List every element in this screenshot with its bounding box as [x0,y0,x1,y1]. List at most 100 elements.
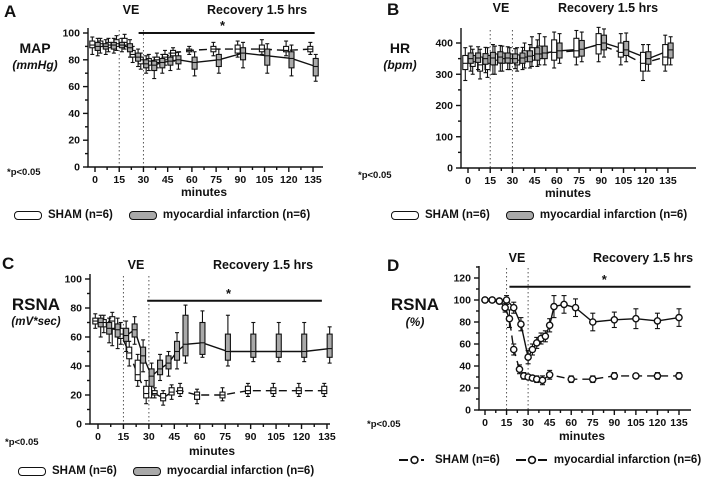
svg-text:0: 0 [465,405,471,417]
svg-text:100: 100 [62,28,80,40]
svg-text:120: 120 [293,431,311,443]
svg-text:135: 135 [318,431,336,443]
svg-text:45: 45 [529,175,541,187]
legend: SHAM (n=6) myocardial infarction (n=6) [399,454,701,466]
svg-text:90: 90 [245,431,257,443]
panel-letter-d: D [387,256,400,275]
significance-note: *p<0.05 [358,170,392,181]
recovery-annotation: Recovery 1.5 hrs [212,258,314,272]
svg-text:75: 75 [219,431,231,443]
svg-text:60: 60 [459,339,471,351]
svg-text:105: 105 [615,175,633,187]
y-axis-label-hr: HR (bpm) [383,40,417,72]
svg-text:*: * [226,286,232,301]
svg-text:60: 60 [565,417,577,429]
x-axis-label: minutes [558,429,606,443]
x-axis-label: minutes [544,186,592,200]
svg-text:30: 30 [143,431,155,443]
svg-text:45: 45 [168,431,180,443]
svg-text:*: * [220,18,226,33]
panel-c: * 0 20 40 60 80 100 0 15 30 45 60 75 90 105 120 135 C RS… [0,244,351,489]
ve-annotation: VE [127,258,145,272]
sham-box-swatch [391,210,419,220]
significance-note: *p<0.05 [5,437,39,448]
y-axis-label-rsna: RSNA (mV*sec) [11,295,61,329]
mi-box-swatch [128,210,157,220]
svg-text:0: 0 [95,431,101,443]
legend: SHAM (n=6) myocardial infarction (n=6) [14,209,310,221]
significance-note: *p<0.05 [367,419,401,430]
legend-label-mi: myocardial infarction (n=6) [166,465,315,477]
svg-text:80: 80 [459,317,471,329]
svg-text:90: 90 [595,175,607,187]
svg-text:90: 90 [235,174,247,186]
legend: SHAM (n=6) myocardial infarction (n=6) [391,209,687,221]
svg-text:40: 40 [68,108,80,120]
svg-text:135: 135 [670,417,688,429]
svg-text:60: 60 [70,332,82,344]
svg-text:75: 75 [587,417,599,429]
svg-text:100: 100 [435,131,453,143]
panel-letter-b: B [387,0,400,19]
recovery-annotation: Recovery 1.5 hrs [206,3,308,17]
svg-text:40: 40 [70,361,82,373]
svg-text:135: 135 [304,174,322,186]
svg-text:60: 60 [68,81,80,93]
svg-text:75: 75 [573,175,585,187]
svg-text:120: 120 [649,417,667,429]
x-axis-label: minutes [188,444,236,458]
significance-note: *p<0.05 [7,167,41,178]
svg-text:40: 40 [459,361,471,373]
svg-text:80: 80 [70,303,82,315]
ve-annotation: VE [492,1,510,15]
svg-text:15: 15 [118,431,130,443]
svg-text:15: 15 [501,417,513,429]
svg-text:45: 45 [162,174,174,186]
svg-text:30: 30 [522,417,534,429]
mi-box-swatch [132,466,161,476]
recovery-annotation: Recovery 1.5 hrs [557,1,659,15]
ve-annotation: VE [508,251,526,265]
legend-label-mi: myocardial infarction (n=6) [539,209,688,221]
mi-line-marker [515,455,547,465]
rsna-boxplot-chart: * 0 20 40 60 80 100 0 15 30 45 60 75 90 105 120 135 [64,274,336,444]
svg-text:15: 15 [484,175,496,187]
legend-label-mi: myocardial infarction (n=6) [553,454,702,466]
svg-text:120: 120 [453,273,471,285]
svg-text:15: 15 [113,174,125,186]
svg-text:75: 75 [210,174,222,186]
mi-box-swatch [505,210,534,220]
legend-label-sham: SHAM (n=6) [435,454,500,466]
panel-d: * 0 20 40 60 80 100 120 0 15 30 45 60 75 90 105 120 135 D… [351,244,702,489]
sham-box-swatch [14,210,42,220]
ve-annotation: VE [122,3,140,17]
sham-line-marker [399,455,424,465]
svg-text:30: 30 [138,174,150,186]
svg-text:105: 105 [627,417,645,429]
svg-text:0: 0 [74,162,80,174]
panel-b: 0 100 200 300 400 0 15 30 45 60 75 90 105 120 135 B HR… [351,0,702,244]
legend-label-sham: SHAM (n=6) [52,465,117,477]
x-axis-label: minutes [180,185,228,199]
svg-text:20: 20 [68,135,80,147]
svg-text:400: 400 [435,38,453,50]
svg-text:60: 60 [186,174,198,186]
svg-text:120: 120 [637,175,655,187]
legend-label-mi: myocardial infarction (n=6) [162,209,311,221]
sham-box-swatch [18,466,46,476]
svg-text:0: 0 [482,417,488,429]
panel-a: * 0 20 40 60 80 100 0 15 30 45 60 75 90 105 120 135 A MA… [0,0,351,244]
svg-text:105: 105 [256,174,274,186]
svg-text:100: 100 [453,295,471,307]
svg-text:0: 0 [465,175,471,187]
svg-text:20: 20 [70,390,82,402]
svg-text:60: 60 [551,175,563,187]
panel-letter-a: A [4,2,17,21]
svg-text:105: 105 [267,431,285,443]
recovery-annotation: Recovery 1.5 hrs [592,251,694,265]
y-axis-label-rsna-percent: RSNA (%) [390,295,440,330]
svg-text:80: 80 [68,54,80,66]
legend-label-sham: SHAM (n=6) [425,209,490,221]
y-axis-label-map: MAP (mmHg) [12,40,58,72]
